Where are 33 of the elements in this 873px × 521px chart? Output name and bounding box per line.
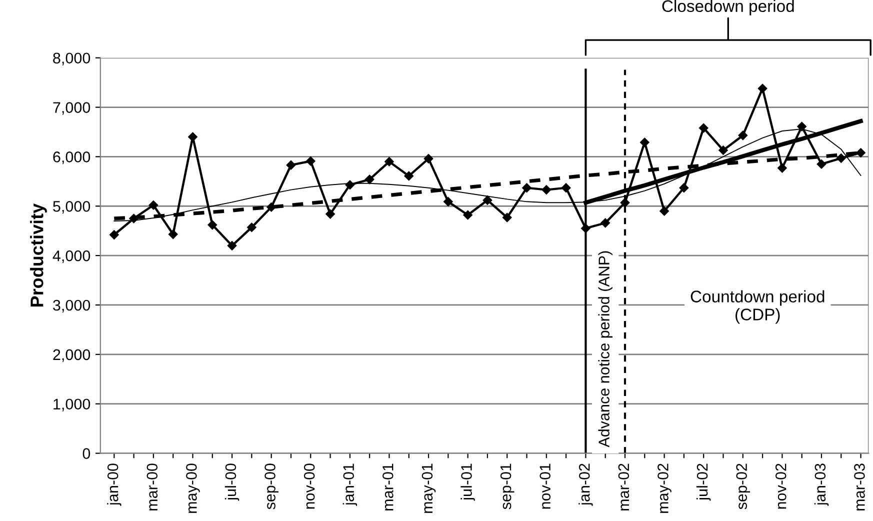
x-tick-label: sep-01	[500, 464, 514, 510]
x-tick-label: nov-00	[304, 464, 315, 509]
x-tick-label: mar-03	[854, 464, 865, 510]
x-tick-label: jul-00	[224, 464, 240, 501]
x-tick-label: jul-01	[460, 464, 475, 501]
x-tick-label: jan-01	[342, 464, 358, 506]
y-tick-label: 0	[82, 448, 90, 459]
y-tick-label: 4,000	[52, 250, 90, 264]
y-tick-label: 6,000	[53, 152, 90, 164]
x-tick-label: mar-02	[618, 464, 630, 510]
x-tick-label: may-00	[186, 464, 200, 513]
y-tick-label: 5,000	[53, 200, 90, 214]
x-tick-label: nov-02	[775, 464, 786, 509]
x-tick-label: mar-00	[146, 464, 158, 510]
y-tick-label: 1,000	[54, 398, 90, 412]
x-tick-label: mar-01	[382, 464, 394, 510]
x-tick-label: jan-00	[107, 464, 122, 506]
x-tick-label: may-02	[658, 464, 672, 513]
y-tick-label: 7,000	[53, 102, 90, 115]
x-tick-label: jul-02	[696, 464, 711, 501]
y-tick-label: 2,000	[53, 349, 90, 362]
annotation: Countdown period (CDP)	[690, 290, 824, 324]
x-tick-label: sep-00	[264, 464, 278, 510]
text: Closedown period	[662, 0, 794, 16]
x-tick-label: jan-03	[814, 464, 829, 506]
y-tick-label: 8,000	[53, 52, 90, 66]
x-tick-label: may-01	[422, 464, 436, 513]
x-tick-label: sep-02	[736, 464, 750, 510]
x-tick-label: jan-02	[578, 464, 593, 506]
y-axis-title: Productivity	[30, 203, 47, 307]
ref-line-label: Advance notice period (ANP)	[598, 251, 612, 448]
x-tick-label: nov-01	[540, 464, 551, 509]
y-tick-label: 3,000	[53, 300, 90, 312]
